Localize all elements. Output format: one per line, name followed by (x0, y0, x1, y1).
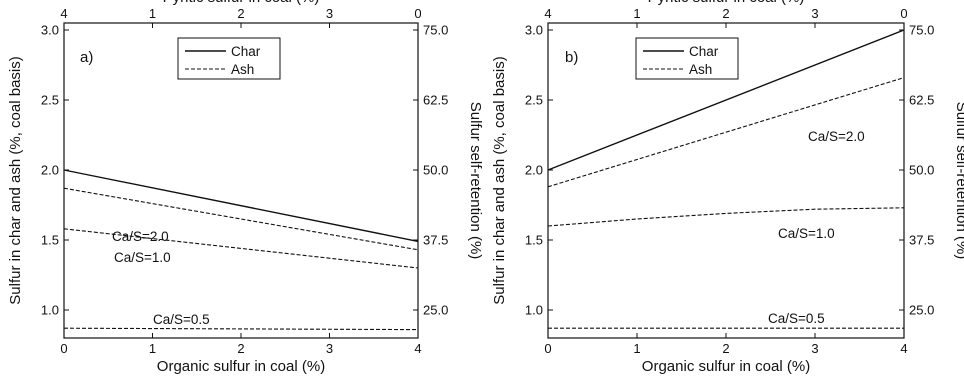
x-tick-label: 1 (149, 341, 156, 356)
y-right-tick-label: 37.5 (423, 233, 448, 248)
y-tick-label: 1.0 (41, 303, 59, 318)
y-right-tick-label: 37.5 (909, 233, 934, 248)
y-tick-label: 1.5 (525, 233, 543, 248)
annotation-label: Ca/S=1.0 (114, 250, 171, 265)
x-top-tick-label: 4 (60, 6, 67, 21)
y-right-tick-label: 62.5 (423, 93, 448, 108)
y-tick-label: 2.0 (41, 163, 59, 178)
panel-label: b) (565, 49, 578, 66)
chart-panel-b: 0 4 1 1 2 2 3 3 4 0 1.0 1.5 2.0 2.5 3.0 25.0 37.5 50.0 62.… (491, 0, 964, 375)
y-tick-label: 3.0 (41, 23, 59, 38)
y-tick-label: 2.0 (525, 163, 543, 178)
x-top-tick-label: 3 (811, 6, 818, 21)
series-line-ca-s-2-0 (547, 77, 905, 188)
x-top-tick-label: 0 (414, 6, 421, 21)
y-right-tick-label: 50.0 (909, 163, 934, 178)
legend-box (177, 37, 281, 80)
x-tick-label: 3 (811, 341, 818, 356)
x-top-tick-label: 2 (722, 6, 729, 21)
legend-label: Char (231, 44, 261, 59)
legend-label: Ash (231, 62, 254, 77)
y-right-tick-label: 75.0 (909, 23, 934, 38)
y-tick-label: 3.0 (525, 23, 543, 38)
x-tick-label: 0 (60, 341, 67, 356)
annotation-label: Ca/S=0.5 (153, 312, 210, 327)
panel-label: a) (80, 49, 93, 66)
y-right-tick-label: 50.0 (423, 163, 448, 178)
x-tick-label: 1 (633, 341, 640, 356)
x-tick-label: 2 (237, 341, 244, 356)
legend-label: Ash (689, 62, 712, 77)
x-top-tick-label: 1 (633, 6, 640, 21)
y-axis-title: Sulfur in char and ash (%, coal basis) (491, 56, 508, 304)
y-right-axis-title: Sulfur self-retention (%) (467, 102, 484, 260)
y-tick-label: 2.5 (41, 93, 59, 108)
annotation-label: Ca/S=0.5 (768, 311, 825, 326)
series-line-char (547, 29, 905, 171)
x-tick-label: 0 (544, 341, 551, 356)
y-right-tick-label: 25.0 (909, 303, 934, 318)
y-tick-label: 2.5 (525, 93, 543, 108)
x-axis-title: Organic sulfur in coal (%) (642, 358, 810, 375)
x-top-axis-title: Pyritic sulfur in coal (%) (163, 0, 320, 6)
y-right-tick-label: 25.0 (423, 303, 448, 318)
y-right-tick-label: 62.5 (909, 93, 934, 108)
x-top-tick-label: 2 (237, 6, 244, 21)
series-line-ca-s-0-5 (63, 327, 419, 331)
legend-label: Char (689, 44, 719, 59)
x-tick-label: 4 (414, 341, 421, 356)
y-right-axis-title: Sulfur self-retention (%) (953, 102, 964, 260)
series-line-char (63, 169, 419, 243)
y-axis-title: Sulfur in char and ash (%, coal basis) (7, 56, 24, 304)
x-top-tick-label: 3 (326, 6, 333, 21)
series-line-ca-s-1-0 (547, 207, 905, 227)
y-tick-label: 1.5 (41, 233, 59, 248)
annotation-label: Ca/S=1.0 (778, 226, 835, 241)
chart-panel-a: 0 4 1 1 2 2 3 3 4 0 1.0 1.5 2.0 2.5 3.0 25.0 37.5 50.0 62.… (7, 0, 484, 375)
y-tick-label: 1.0 (525, 303, 543, 318)
x-top-tick-label: 1 (149, 6, 156, 21)
x-top-tick-label: 0 (900, 6, 907, 21)
x-tick-label: 4 (900, 341, 907, 356)
annotation-label: Ca/S=2.0 (112, 229, 169, 244)
x-axis-title: Organic sulfur in coal (%) (157, 358, 325, 375)
x-tick-label: 3 (326, 341, 333, 356)
x-top-axis-title: Pyritic sulfur in coal (%) (648, 0, 805, 6)
x-top-tick-label: 4 (544, 6, 551, 21)
legend-box (635, 37, 739, 80)
x-tick-label: 2 (722, 341, 729, 356)
series-line-ca-s-1-0 (63, 228, 419, 269)
y-right-tick-label: 75.0 (423, 23, 448, 38)
annotation-label: Ca/S=2.0 (808, 129, 865, 144)
